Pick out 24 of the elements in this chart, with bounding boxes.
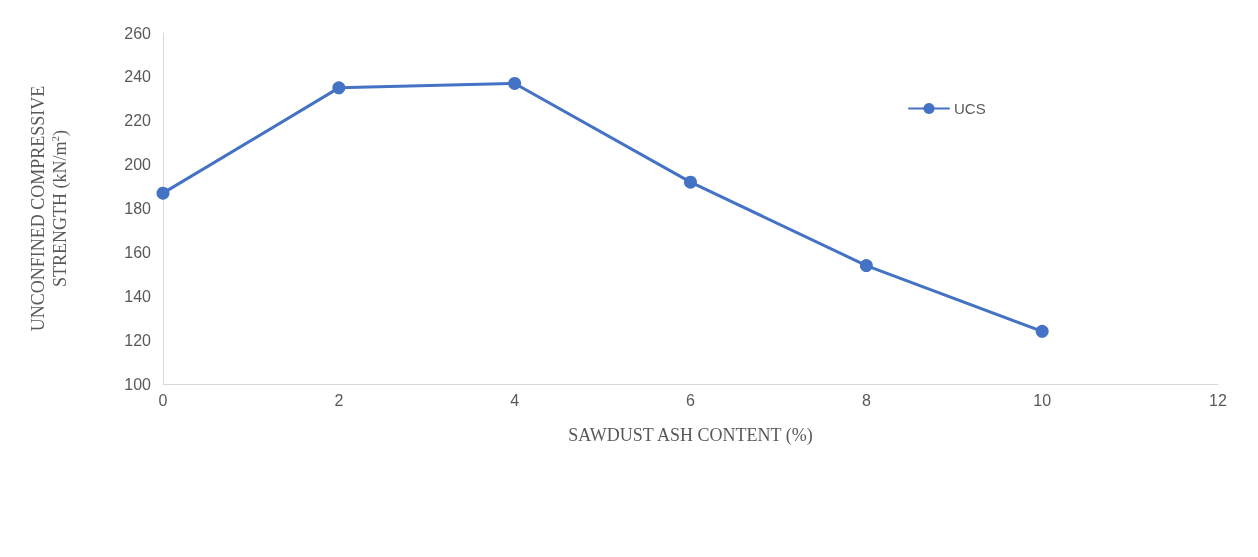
x-tick-label: 2	[334, 391, 344, 409]
point	[156, 186, 170, 200]
x-tick-label: 0	[158, 391, 168, 409]
y-tick-label: 180	[124, 200, 152, 217]
legend-label: UCS	[954, 100, 986, 117]
y-tick-label: 100	[124, 375, 152, 393]
x-tick-label: 4	[510, 391, 520, 409]
y-tick-label: 260	[124, 24, 152, 42]
point	[859, 259, 873, 273]
x-tick-label: 6	[686, 391, 696, 409]
y-tick-label: 120	[124, 331, 152, 349]
y-tick-label: 160	[124, 243, 152, 261]
y-tick-label: 240	[124, 68, 152, 86]
point	[508, 76, 522, 90]
x-tick-label: 10	[1033, 391, 1052, 409]
x-tick-label: 8	[861, 391, 871, 409]
point	[332, 81, 346, 95]
x-tick-label: 12	[1209, 391, 1227, 409]
y-tick-label: 140	[124, 287, 152, 305]
x-axis-title: SAWDUST ASH CONTENT (%)	[568, 425, 813, 446]
y-tick-label: 200	[124, 156, 152, 174]
point	[684, 175, 697, 189]
y-tick-label: 220	[124, 112, 152, 130]
point	[1035, 324, 1049, 338]
